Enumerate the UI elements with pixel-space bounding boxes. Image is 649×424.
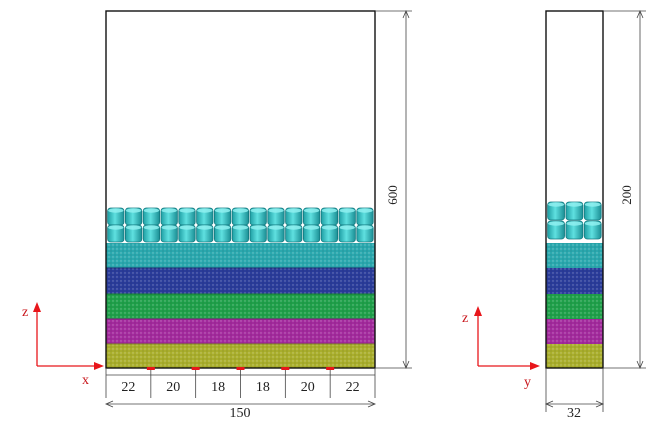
cylinder-cell [249, 207, 267, 226]
cylinder-cell [285, 207, 303, 226]
front-width-dimension [104, 400, 377, 408]
cylinder-cell [565, 220, 584, 240]
segment-marker [326, 367, 335, 370]
cylinder-cell [196, 224, 214, 243]
cylinder-cell [142, 207, 160, 226]
cylinder-cell [231, 224, 249, 243]
cylinder-cell [125, 207, 143, 226]
side-axis-y-label: y [524, 375, 531, 390]
cylinder-cell [583, 201, 602, 221]
side-axis-z-label: z [462, 311, 468, 326]
cylinder-cell [213, 207, 232, 226]
front-layer-texture [106, 243, 375, 368]
front-segment-ticks [146, 367, 335, 398]
cylinder-cell [356, 207, 374, 226]
front-height-label: 600 [385, 185, 400, 205]
side-cylinder-grid [547, 201, 602, 240]
segment-label: 18 [211, 380, 225, 395]
cylinder-cell [302, 224, 321, 243]
cylinder-cell [338, 207, 356, 226]
cylinder-cell [583, 220, 602, 240]
cylinder-cell [565, 201, 584, 221]
cylinder-cell [213, 224, 232, 243]
cylinder-cell [320, 207, 339, 226]
side-width-label: 32 [567, 406, 581, 419]
segment-marker [191, 367, 200, 370]
front-view: 600 22 20 18 18 20 22 150 z x [22, 9, 412, 421]
cylinder-cell [267, 224, 285, 243]
front-layer-stack [106, 243, 375, 368]
front-height-dimension [375, 9, 412, 370]
side-width-dimension [544, 368, 605, 412]
segment-label: 20 [301, 380, 315, 395]
segment-label: 22 [121, 380, 135, 395]
segment-marker [236, 367, 245, 370]
segment-label: 20 [166, 380, 180, 395]
cylinder-cell [356, 224, 374, 243]
cylinder-cell [178, 207, 196, 226]
cylinder-cell [107, 224, 125, 243]
cylinder-cell [160, 224, 178, 243]
side-height-label: 200 [619, 185, 634, 205]
cylinder-cell [338, 224, 356, 243]
side-height-dimension [603, 9, 646, 370]
segment-marker [281, 367, 290, 370]
cylinder-cell [107, 207, 125, 226]
cylinder-cell [142, 224, 160, 243]
segment-marker [146, 367, 155, 370]
cylinder-cell [547, 220, 565, 240]
front-segment-labels: 22 20 18 18 20 22 [121, 380, 359, 395]
side-layer-texture [546, 243, 603, 368]
side-view: 200 32 z y [462, 9, 646, 421]
cylinder-cell [302, 207, 321, 226]
side-container-outline [545, 10, 604, 369]
segment-label: 18 [256, 380, 270, 395]
front-axis-x-label: x [82, 373, 89, 388]
front-cylinder-grid [107, 207, 374, 243]
side-axis-triad [474, 306, 540, 370]
cylinder-cell [231, 207, 249, 226]
segment-label: 22 [346, 380, 360, 395]
cylinder-cell [249, 224, 267, 243]
side-layer-stack [546, 243, 603, 368]
cylinder-cell [178, 224, 196, 243]
front-axis-triad [33, 302, 104, 370]
cylinder-cell [320, 224, 339, 243]
cylinder-cell [196, 207, 214, 226]
cylinder-cell [285, 224, 303, 243]
cylinder-cell [160, 207, 178, 226]
front-width-label: 150 [230, 406, 251, 419]
cylinder-cell [125, 224, 143, 243]
front-axis-z-label: z [22, 305, 28, 320]
cylinder-cell [547, 201, 565, 221]
cylinder-cell [267, 207, 285, 226]
